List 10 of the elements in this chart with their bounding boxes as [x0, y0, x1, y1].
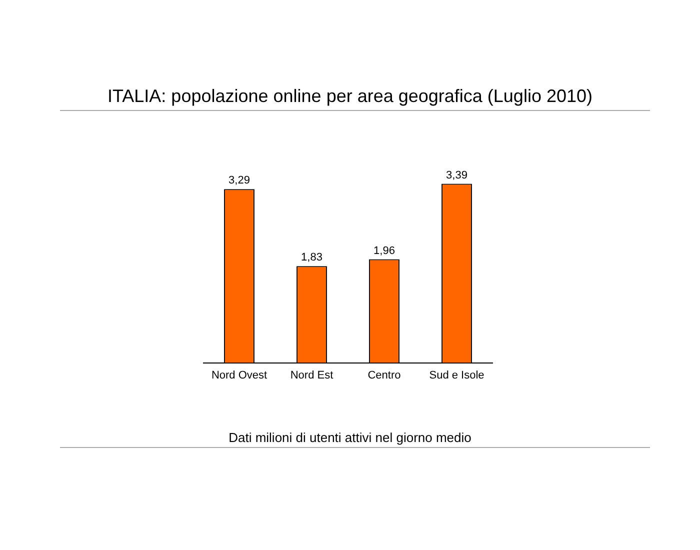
- data-label: 1,83: [301, 252, 322, 264]
- x-tick-label: Centro: [368, 369, 401, 382]
- x-tick-label: Nord Est: [290, 369, 334, 382]
- data-label: 1,96: [374, 244, 395, 257]
- data-label: 3,29: [228, 174, 250, 187]
- x-tick-label: Nord Ovest: [211, 369, 268, 382]
- data-label: 3,39: [446, 169, 468, 182]
- x-tick-label: Sud e Isole: [429, 369, 484, 382]
- text: Dati milioni di utenti attivi nel giorno medio: [228, 430, 472, 445]
- chart-title: ITALIA: popolazione online per area geografica (Luglio 2010): [106, 86, 594, 107]
